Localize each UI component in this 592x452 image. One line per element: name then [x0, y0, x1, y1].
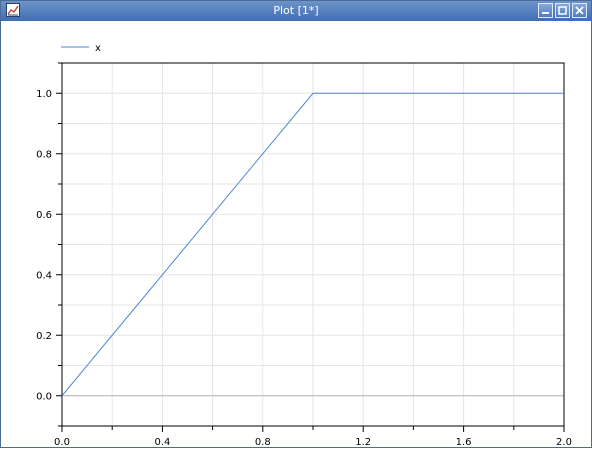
x-tick-label: 1.2 [355, 437, 371, 448]
x-tick-label: 0.0 [54, 437, 70, 448]
line-chart[interactable]: 0.0 0.4 0.8 1.2 1.6 2.0 0.0 0.2 0.4 0.6 0.8 1.0 x [1, 21, 591, 448]
title-bar[interactable]: Plot [1*] [1, 1, 591, 21]
window-title: Plot [1*] [1, 4, 591, 18]
y-tick-label: 0.8 [36, 149, 52, 160]
legend-label: x [95, 43, 101, 54]
maximize-button[interactable] [555, 3, 570, 18]
maximize-icon [556, 4, 569, 17]
minimize-button[interactable] [538, 3, 553, 18]
close-icon [573, 4, 586, 17]
x-tick-label: 1.6 [456, 437, 472, 448]
plot-area[interactable]: 0.0 0.4 0.8 1.2 1.6 2.0 0.0 0.2 0.4 0.6 0.8 1.0 x [1, 21, 591, 448]
x-tick-label: 0.8 [255, 437, 271, 448]
y-tick-label: 0.4 [36, 270, 52, 281]
y-tick-label: 0.2 [36, 331, 52, 342]
x-tick-label: 0.4 [154, 437, 170, 448]
y-tick-label: 1.0 [36, 89, 52, 100]
y-tick-label: 0.6 [36, 210, 52, 221]
minimize-icon [539, 4, 552, 17]
close-button[interactable] [572, 3, 587, 18]
x-tick-label: 2.0 [556, 437, 572, 448]
y-tick-label: 0.0 [36, 391, 52, 402]
